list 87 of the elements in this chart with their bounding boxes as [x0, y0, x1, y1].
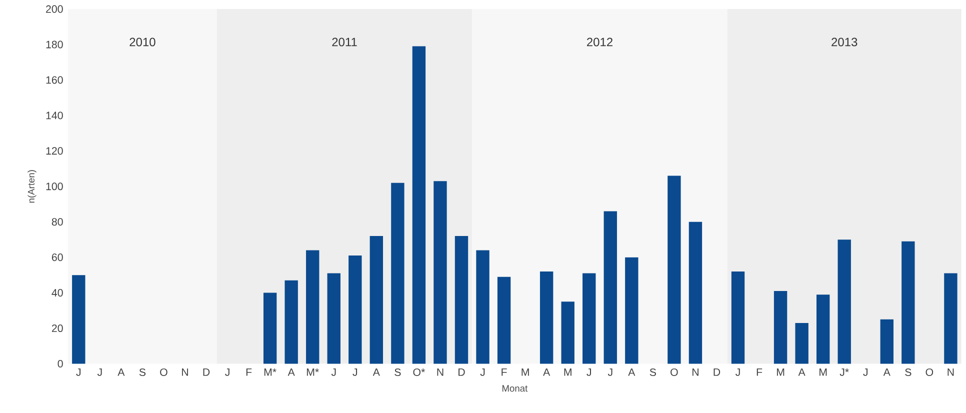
bar — [540, 271, 554, 364]
x-tick-label: S — [905, 368, 912, 376]
x-tick-label: F — [756, 368, 762, 376]
annotation: 2012 — [587, 38, 612, 46]
bar — [668, 176, 681, 364]
bar — [731, 271, 745, 364]
y-tick-label: 120 — [46, 147, 63, 155]
x-tick-label: J — [736, 368, 740, 376]
x-tick-label: O* — [413, 368, 426, 376]
bar — [284, 280, 298, 364]
x-tick-label: M* — [264, 368, 276, 376]
bar — [454, 236, 468, 364]
x-tick-label: A — [118, 368, 125, 376]
bar — [880, 319, 894, 364]
bar — [263, 292, 277, 364]
x-tick-label: M* — [306, 368, 319, 376]
y-tick-label: 180 — [46, 40, 63, 48]
bar — [497, 276, 511, 364]
y-tick-label: 60 — [52, 254, 63, 262]
bar — [902, 241, 915, 364]
bar — [582, 273, 596, 364]
bar — [688, 222, 702, 364]
x-tick-label: J* — [840, 368, 849, 376]
annotation: 2011 — [332, 38, 357, 46]
x-tick-label: A — [372, 368, 380, 376]
x-tick-label: N — [948, 368, 954, 376]
bar — [72, 275, 86, 364]
x-tick-label: J — [352, 368, 358, 376]
x-tick-label: J — [76, 368, 81, 376]
x-tick-label: D — [203, 368, 210, 376]
x-tick-label: D — [714, 368, 720, 376]
x-tick-label: A — [288, 368, 295, 376]
bar — [348, 256, 362, 364]
bar — [561, 302, 574, 364]
x-tick-label: O — [670, 368, 678, 376]
y-tick-label: 0 — [58, 360, 63, 368]
bar — [774, 290, 788, 364]
y-tick-label: 160 — [46, 76, 63, 84]
x-tick-label: O — [926, 368, 934, 376]
bar — [944, 273, 958, 364]
bar — [412, 46, 426, 364]
x-tick-label: A — [798, 368, 806, 376]
x-tick-label: A — [543, 368, 550, 376]
x-tick-label: M — [776, 368, 784, 376]
bar — [327, 273, 340, 364]
bar — [795, 322, 808, 364]
y-tick-label: 100 — [46, 182, 63, 190]
x-tick-label: N — [692, 368, 698, 376]
x-tick-label: F — [502, 368, 507, 376]
x-tick-label: M — [820, 368, 827, 376]
bar — [391, 182, 404, 364]
x-tick-label: J — [863, 368, 868, 376]
x-tick-label: F — [246, 368, 252, 376]
x-tick-label: J — [225, 368, 230, 376]
bar — [838, 240, 851, 364]
x-tick-label: S — [139, 368, 146, 376]
x-tick-label: O — [160, 368, 168, 376]
bar — [816, 294, 830, 364]
y-tick-label: 80 — [52, 218, 63, 226]
x-tick-label: D — [458, 368, 465, 376]
bar — [625, 257, 638, 364]
x-tick-label: S — [650, 368, 656, 376]
annotation: 2010 — [130, 38, 156, 46]
x-tick-label: J — [586, 368, 591, 376]
x-tick-label: M — [564, 368, 572, 376]
x-tick-label: J — [331, 368, 336, 376]
x-tick-label: S — [394, 368, 401, 376]
x-tick-label: A — [628, 368, 636, 376]
x-tick-label: J — [608, 368, 612, 376]
y-axis-title: n(Arten) — [28, 170, 36, 203]
x-tick-label: A — [883, 368, 890, 376]
bar — [434, 181, 447, 364]
bar — [476, 250, 490, 364]
x-tick-label: J — [97, 368, 102, 376]
bar — [604, 211, 617, 364]
x-tick-label: M — [522, 368, 529, 376]
y-tick-label: 140 — [46, 112, 63, 120]
bar — [370, 236, 384, 364]
x-tick-label: N — [182, 368, 188, 376]
bar — [306, 250, 320, 364]
x-axis-title: Monat — [502, 385, 528, 392]
y-tick-label: 20 — [52, 324, 63, 332]
y-tick-label: 200 — [46, 5, 63, 13]
x-tick-label: N — [437, 368, 444, 376]
annotation: 2013 — [832, 38, 858, 46]
x-tick-label: J — [480, 368, 485, 376]
y-tick-label: 40 — [52, 288, 63, 297]
